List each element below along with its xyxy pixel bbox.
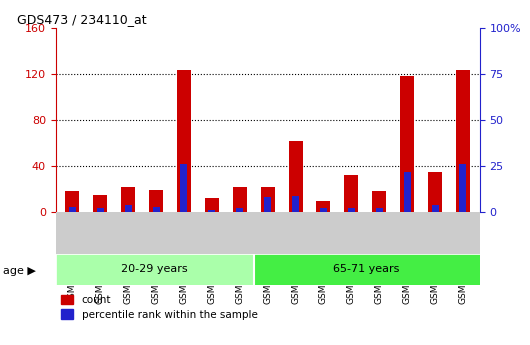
- Bar: [177, 70, 191, 212]
- Bar: [376, 208, 383, 212]
- Bar: [253, 254, 480, 285]
- Bar: [236, 208, 243, 212]
- Bar: [121, 187, 135, 212]
- Bar: [316, 201, 330, 212]
- Bar: [288, 141, 303, 212]
- Bar: [431, 205, 438, 212]
- Bar: [205, 198, 219, 212]
- Text: age ▶: age ▶: [3, 266, 36, 276]
- Bar: [69, 207, 76, 212]
- Bar: [208, 210, 215, 212]
- Bar: [233, 187, 247, 212]
- Legend: count, percentile rank within the sample: count, percentile rank within the sample: [61, 295, 258, 319]
- Bar: [261, 187, 275, 212]
- Bar: [181, 164, 188, 212]
- Bar: [56, 254, 253, 285]
- Bar: [93, 195, 107, 212]
- Bar: [320, 208, 327, 212]
- Bar: [264, 197, 271, 212]
- Text: 65-71 years: 65-71 years: [333, 264, 400, 274]
- Bar: [456, 70, 470, 212]
- Bar: [125, 205, 131, 212]
- Text: 20-29 years: 20-29 years: [121, 264, 188, 274]
- Bar: [460, 164, 466, 212]
- Bar: [153, 207, 160, 212]
- Bar: [149, 190, 163, 212]
- Bar: [372, 191, 386, 212]
- Bar: [65, 191, 80, 212]
- Bar: [292, 196, 299, 212]
- Bar: [97, 208, 104, 212]
- Bar: [400, 76, 414, 212]
- Text: GDS473 / 234110_at: GDS473 / 234110_at: [17, 13, 147, 27]
- Bar: [428, 172, 442, 212]
- Bar: [344, 175, 358, 212]
- Bar: [404, 171, 411, 212]
- Bar: [348, 208, 355, 212]
